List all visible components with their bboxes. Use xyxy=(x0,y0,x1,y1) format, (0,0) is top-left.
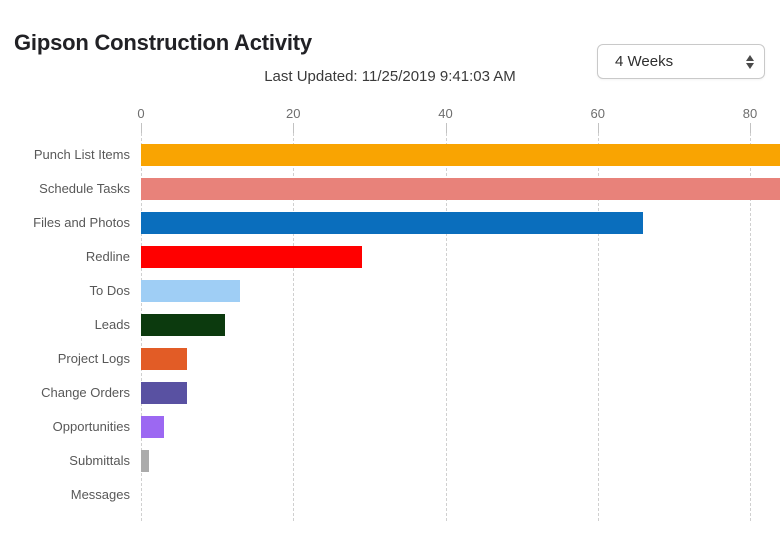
bar-redline[interactable] xyxy=(141,246,362,268)
x-axis-tick-label: 0 xyxy=(137,106,145,121)
x-axis-tick-label: 20 xyxy=(286,106,301,121)
x-axis-tick-mark xyxy=(445,123,447,133)
bar-change-orders[interactable] xyxy=(141,382,187,404)
bar-files-and-photos[interactable] xyxy=(141,212,644,234)
bar-schedule-tasks[interactable] xyxy=(141,178,780,200)
bar-submittals[interactable] xyxy=(141,450,149,472)
category-label-submittals: Submittals xyxy=(69,453,130,468)
bar-to-dos[interactable] xyxy=(141,280,240,302)
page-title: Gipson Construction Activity xyxy=(14,30,312,55)
bar-leads[interactable] xyxy=(141,314,225,336)
x-axis-tick-mark xyxy=(750,123,751,133)
x-axis-tick-mark xyxy=(293,123,295,133)
x-axis-tick-label: 80 xyxy=(742,106,758,121)
category-label-to-dos: To Dos xyxy=(89,283,130,298)
category-label-change-orders: Change Orders xyxy=(41,385,130,400)
category-label-redline: Redline xyxy=(85,249,130,264)
period-select-value: 4 Weeks xyxy=(615,53,674,70)
gridline xyxy=(293,133,295,521)
x-axis-tick-mark xyxy=(597,123,599,133)
bar-opportunities[interactable] xyxy=(141,416,164,438)
x-axis-tick-mark xyxy=(141,123,142,133)
category-label-leads: Leads xyxy=(94,317,130,332)
last-updated-text: Last Updated: 11/25/2019 9:41:03 AM xyxy=(264,68,516,85)
gridline xyxy=(750,133,751,521)
gridline xyxy=(445,133,447,521)
category-label-files-and-photos: Files and Photos xyxy=(33,215,130,230)
x-axis-tick-label: 40 xyxy=(438,106,453,121)
category-label-messages: Messages xyxy=(70,487,130,502)
bar-project-logs[interactable] xyxy=(141,348,187,370)
select-spinner-icon xyxy=(746,54,754,69)
period-select[interactable]: 4 Weeks xyxy=(597,44,765,79)
bar-punch-list-items[interactable] xyxy=(141,144,780,166)
x-axis-tick-label: 60 xyxy=(590,106,605,121)
category-label-schedule-tasks: Schedule Tasks xyxy=(39,181,130,196)
category-label-opportunities: Opportunities xyxy=(52,419,130,434)
category-label-project-logs: Project Logs xyxy=(57,351,130,366)
gridline xyxy=(597,133,599,521)
category-label-punch-list-items: Punch List Items xyxy=(33,147,130,162)
